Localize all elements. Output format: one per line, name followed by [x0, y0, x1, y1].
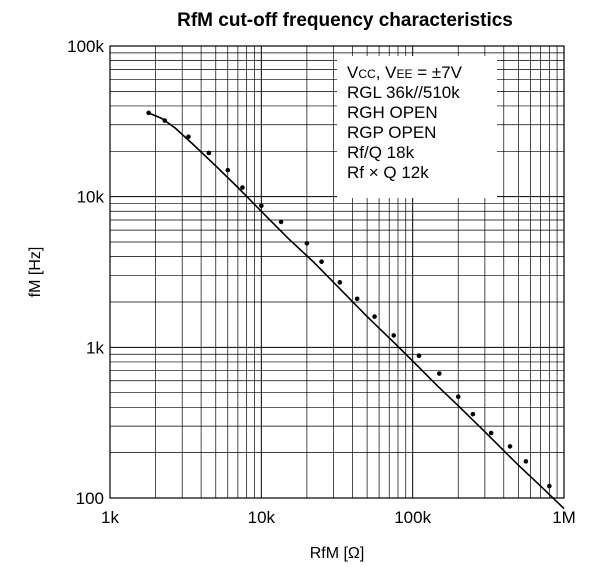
data-point [225, 167, 231, 173]
data-point [507, 444, 513, 449]
data-point [186, 134, 191, 140]
data-point [337, 280, 343, 285]
plot-frame [109, 45, 565, 499]
data-point [416, 353, 422, 358]
x-tick-label: 10k [248, 508, 276, 527]
annotation-line: RGL 36k//510k [347, 83, 460, 102]
data-point [304, 241, 310, 246]
annotation-line: VCC, VEE = ±7V [347, 63, 463, 82]
data-point [162, 118, 168, 123]
y-tick-label: 1k [86, 338, 104, 357]
data-point [470, 411, 476, 417]
series-line [148, 112, 565, 510]
data-point [372, 314, 377, 319]
x-tick-label: 1M [552, 508, 576, 527]
chart-title: RfM cut-off frequency characteristics [177, 10, 513, 31]
x-axis-label: RfM [Ω] [310, 545, 365, 562]
y-tick-label: 100k [67, 37, 104, 56]
data-point [523, 459, 529, 464]
annotation-background [337, 56, 497, 198]
x-tick-label: 100k [394, 508, 431, 527]
annotation-line: RGH OPEN [347, 103, 438, 122]
annotation-line: RGP OPEN [347, 123, 436, 142]
data-point [354, 296, 360, 302]
series-group [146, 110, 565, 510]
annotation-line: Rf/Q 18k [347, 143, 415, 162]
y-tick-label: 10k [77, 188, 105, 207]
y-tick-label: 100 [76, 489, 104, 508]
data-point [488, 430, 494, 436]
data-point [319, 259, 324, 265]
data-point [455, 394, 461, 400]
data-point [206, 150, 212, 156]
y-axis-label: fM [Hz] [27, 247, 44, 298]
x-tick-label: 1k [101, 508, 119, 527]
data-point [146, 110, 151, 116]
annotation-line: Rf × Q 12k [347, 163, 429, 182]
data-point [278, 219, 284, 225]
data-point [547, 483, 552, 489]
data-point [437, 371, 442, 376]
data-point [391, 333, 397, 338]
data-point [259, 203, 264, 209]
data-point [240, 185, 245, 190]
